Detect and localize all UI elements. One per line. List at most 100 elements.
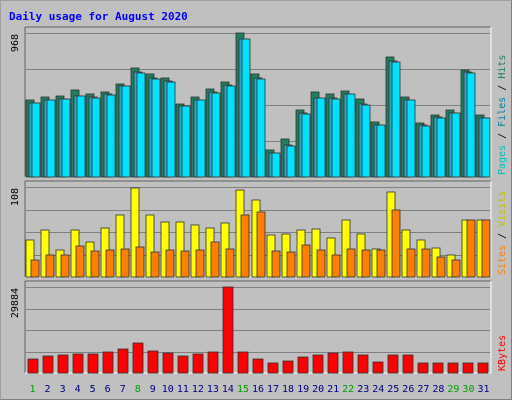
bar-kbytes-day-24 xyxy=(372,361,384,374)
day-label-25: 25 xyxy=(387,384,399,395)
bar-pages-day-30 xyxy=(466,72,476,178)
day-labels: 1 2 3 4 5 6 7 8 9 10 11 12 13 14 15 16 17 18 19 20 21 22 23 24 2… xyxy=(30,384,490,395)
bar-kbytes-day-5 xyxy=(87,353,99,374)
panel-sv: 108 xyxy=(10,180,492,278)
bar-pages-day-17 xyxy=(271,152,281,178)
bar-kbytes-day-19 xyxy=(297,356,309,374)
bar-sites-day-30 xyxy=(466,219,476,278)
bar-kbytes-day-7 xyxy=(117,348,129,374)
bar-visits-day-9 xyxy=(145,214,155,278)
bar-pages-day-2 xyxy=(46,99,56,178)
bar-sites-day-7 xyxy=(120,248,130,278)
bar-kbytes-day-30 xyxy=(462,362,474,374)
bar-pages-day-18 xyxy=(286,145,296,178)
bar-pages-day-19 xyxy=(301,113,311,178)
legend-item: / xyxy=(497,227,508,245)
legends: Pages / Files / Hits Sites / Visits KBytes xyxy=(497,55,508,371)
bar-sites-day-8 xyxy=(135,246,145,278)
bar-kbytes-day-1 xyxy=(27,358,39,374)
bar-sites-day-18 xyxy=(286,251,296,278)
bar-visits-day-2 xyxy=(40,229,50,278)
bar-kbytes-day-21 xyxy=(327,352,339,374)
bar-pages-day-4 xyxy=(76,95,86,178)
bar-sites-day-5 xyxy=(90,250,100,278)
bar-sites-day-1 xyxy=(30,259,40,278)
bar-kbytes-day-11 xyxy=(177,355,189,374)
bar-sites-day-22 xyxy=(346,248,356,278)
bar-sites-day-21 xyxy=(331,254,341,278)
bar-kbytes-day-12 xyxy=(192,353,204,374)
day-label-5: 5 xyxy=(90,384,96,395)
bar-kbytes-day-23 xyxy=(357,354,369,374)
bar-sites-day-14 xyxy=(225,248,235,278)
day-label-11: 11 xyxy=(177,384,189,395)
bar-kbytes-day-14 xyxy=(222,286,234,374)
day-label-2: 2 xyxy=(45,384,51,395)
day-label-20: 20 xyxy=(312,384,324,395)
bar-kbytes-day-10 xyxy=(162,352,174,374)
bar-pages-day-15 xyxy=(241,38,251,178)
bar-visits-day-7 xyxy=(115,214,125,278)
bar-pages-day-11 xyxy=(181,105,191,178)
bar-pages-day-12 xyxy=(196,99,206,178)
bar-kbytes-day-25 xyxy=(387,354,399,374)
bar-visits-day-22 xyxy=(341,219,351,278)
day-label-1: 1 xyxy=(30,384,36,395)
bar-sites-day-6 xyxy=(105,249,115,278)
bar-sites-day-19 xyxy=(301,244,311,278)
bar-pages-day-22 xyxy=(346,93,356,178)
bar-sites-day-25 xyxy=(391,209,401,278)
bar-kbytes-day-8 xyxy=(132,342,144,374)
chart-panels: 968 108 29884 xyxy=(10,26,492,374)
bar-pages-day-5 xyxy=(91,97,101,178)
legend-item: Visits xyxy=(497,191,508,227)
bar-kbytes-day-2 xyxy=(42,355,54,374)
bar-visits-day-8 xyxy=(130,187,140,278)
day-label-29: 29 xyxy=(447,384,459,395)
day-label-8: 8 xyxy=(135,384,141,395)
chart-title: Daily usage for August 2020 xyxy=(9,10,188,23)
day-label-6: 6 xyxy=(105,384,111,395)
bar-sites-day-2 xyxy=(45,254,55,278)
day-label-18: 18 xyxy=(282,384,294,395)
day-label-24: 24 xyxy=(372,384,384,395)
day-label-10: 10 xyxy=(162,384,174,395)
bar-kbytes-day-20 xyxy=(312,354,324,374)
bar-sites-day-11 xyxy=(180,250,190,278)
ytick-label-kb: 29884 xyxy=(10,288,21,318)
day-label-17: 17 xyxy=(267,384,279,395)
day-label-28: 28 xyxy=(432,384,444,395)
bar-kbytes-day-26 xyxy=(402,354,414,374)
bar-pages-day-23 xyxy=(361,104,371,178)
bar-sites-day-10 xyxy=(165,249,175,278)
bar-kbytes-day-3 xyxy=(57,354,69,374)
bar-pages-day-24 xyxy=(376,124,386,178)
bar-pages-day-29 xyxy=(451,112,461,178)
day-label-4: 4 xyxy=(75,384,81,395)
bar-kbytes-day-22 xyxy=(342,351,354,374)
legend-pfh: Pages / Files / Hits xyxy=(497,55,508,175)
day-label-16: 16 xyxy=(252,384,264,395)
bar-sites-day-17 xyxy=(271,250,281,278)
panel-kb: 29884 xyxy=(10,280,492,374)
bar-pages-day-27 xyxy=(421,125,431,178)
bar-sites-day-24 xyxy=(376,249,386,278)
bar-pages-day-14 xyxy=(226,85,236,178)
day-label-19: 19 xyxy=(297,384,309,395)
bar-sites-day-20 xyxy=(316,249,326,278)
day-label-26: 26 xyxy=(402,384,414,395)
bar-pages-day-31 xyxy=(481,117,491,178)
legend-item: Files xyxy=(497,97,508,127)
bar-pages-day-7 xyxy=(121,85,131,178)
day-label-13: 13 xyxy=(207,384,219,395)
bar-pages-day-10 xyxy=(166,81,176,178)
bar-sites-day-9 xyxy=(150,251,160,278)
legend-item: Hits xyxy=(497,55,508,79)
day-label-3: 3 xyxy=(60,384,66,395)
bar-pages-day-20 xyxy=(316,97,326,178)
bar-sites-day-26 xyxy=(406,248,416,278)
legend-kb: KBytes xyxy=(497,335,508,371)
bar-kbytes-day-31 xyxy=(477,362,489,374)
legend-item: / xyxy=(497,79,508,97)
